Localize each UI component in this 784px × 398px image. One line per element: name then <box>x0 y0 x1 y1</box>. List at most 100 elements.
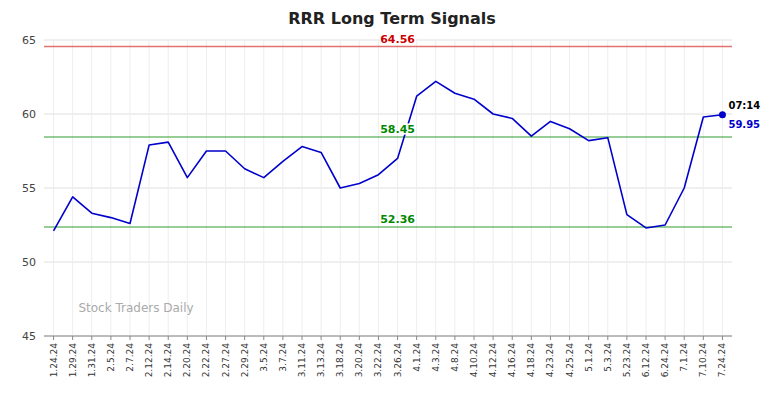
grid-line-x <box>359 40 360 336</box>
x-tick-label: 2.14.24 <box>163 343 173 378</box>
x-tick-label: 2.5.24 <box>106 343 116 372</box>
x-tick-label: 5.23.24 <box>622 343 632 378</box>
grid-line-x <box>225 40 226 336</box>
x-tick-label: 2.12.24 <box>144 343 154 378</box>
reference-label: 64.56 <box>380 33 415 46</box>
x-tick-label: 2.20.24 <box>182 343 192 378</box>
y-tick-label: 65 <box>22 34 36 47</box>
grid-line-x <box>263 40 264 336</box>
x-tick <box>397 336 398 340</box>
title: RRR Long Term Signals <box>288 9 496 28</box>
x-tick <box>512 336 513 340</box>
grid-line-x <box>607 40 608 336</box>
grid-line-x <box>569 40 570 336</box>
grid-line-x <box>550 40 551 336</box>
grid-line-x <box>72 40 73 336</box>
x-tick-label: 1.31.24 <box>87 343 97 378</box>
x-tick-label: 4.25.24 <box>565 343 575 378</box>
grid-line-x <box>531 40 532 336</box>
x-tick <box>149 336 150 340</box>
reference-line <box>44 46 732 48</box>
last-value-label: 59.95 <box>728 119 760 130</box>
x-tick <box>206 336 207 340</box>
x-tick <box>302 336 303 340</box>
x-tick <box>454 336 455 340</box>
x-tick-label: 3.18.24 <box>335 343 345 378</box>
grid-line-y <box>44 188 732 189</box>
grid <box>44 40 732 336</box>
x-tick <box>474 336 475 340</box>
x-tick-label: 2.29.24 <box>240 343 250 378</box>
grid-line-x <box>321 40 322 336</box>
y-axis: 4550556065 <box>22 34 36 343</box>
grid-line-x <box>168 40 169 336</box>
x-tick <box>53 336 54 340</box>
x-tick <box>588 336 589 340</box>
x-tick <box>531 336 532 340</box>
x-tick-label: 3.26.24 <box>393 343 403 378</box>
x-tick <box>569 336 570 340</box>
grid-line-x <box>53 40 54 336</box>
x-tick <box>684 336 685 340</box>
reference-label: 58.45 <box>380 123 415 136</box>
x-tick-label: 4.23.24 <box>545 343 555 378</box>
grid-line-x <box>435 40 436 336</box>
grid-line-x <box>512 40 513 336</box>
chart: RRR Long Term Signals Stock Traders Daily… <box>0 0 784 398</box>
grid-line-x <box>626 40 627 336</box>
x-tick-label: 7.10.24 <box>698 343 708 378</box>
grid-line-y <box>44 262 732 263</box>
grid-line-x <box>91 40 92 336</box>
x-tick-label: 4.12.24 <box>488 343 498 378</box>
x-tick <box>359 336 360 340</box>
grid-line-x <box>665 40 666 336</box>
grid-line-y <box>44 114 732 115</box>
watermark: Stock Traders Daily <box>78 301 193 315</box>
x-tick-label: 3.5.24 <box>259 343 269 372</box>
x-tick-label: 6.24.24 <box>660 343 670 378</box>
x-tick <box>626 336 627 340</box>
x-tick <box>722 336 723 340</box>
x-tick-label: 5.3.24 <box>603 343 613 372</box>
grid-line-x <box>588 40 589 336</box>
x-tick <box>340 336 341 340</box>
x-tick-label: 5.1.24 <box>584 343 594 372</box>
x-tick-label: 6.12.24 <box>641 343 651 378</box>
grid-line-x <box>206 40 207 336</box>
reference-label: 52.36 <box>380 213 415 226</box>
x-tick-label: 4.16.24 <box>507 343 517 378</box>
grid-line-x <box>397 40 398 336</box>
grid-line-x <box>378 40 379 336</box>
y-tick-label: 55 <box>22 182 36 195</box>
x-tick <box>168 336 169 340</box>
x-tick <box>378 336 379 340</box>
line <box>54 81 723 230</box>
x-tick <box>550 336 551 340</box>
x-tick-label: 4.3.24 <box>431 343 441 372</box>
x-tick-label: 4.1.24 <box>412 343 422 372</box>
x-tick <box>703 336 704 340</box>
last-point <box>719 111 726 118</box>
x-axis: 1.24.24 1.29.24 1.31.24 2.5.24 2.7.24 2.12.24… <box>44 336 732 377</box>
x-tick-label: 1.24.24 <box>49 343 59 378</box>
grid-line-x <box>493 40 494 336</box>
x-tick-label: 2.22.24 <box>201 343 211 378</box>
grid-line-x <box>149 40 150 336</box>
x-tick-label: 2.7.24 <box>125 343 135 372</box>
x-tick-label: 4.10.24 <box>469 343 479 378</box>
x-tick <box>493 336 494 340</box>
grid-line-x <box>187 40 188 336</box>
x-tick-label: 3.20.24 <box>354 343 364 378</box>
grid-line-x <box>244 40 245 336</box>
x-tick-label: 7.1.24 <box>679 343 689 372</box>
x-tick <box>72 336 73 340</box>
x-tick-label: 4.8.24 <box>450 343 460 372</box>
x-tick <box>91 336 92 340</box>
x-tick <box>321 336 322 340</box>
x-tick <box>225 336 226 340</box>
x-tick <box>646 336 647 340</box>
x-tick-label: 3.22.24 <box>373 343 383 378</box>
x-tick <box>244 336 245 340</box>
x-tick-label: 1.29.24 <box>68 343 78 378</box>
grid-line-x <box>130 40 131 336</box>
